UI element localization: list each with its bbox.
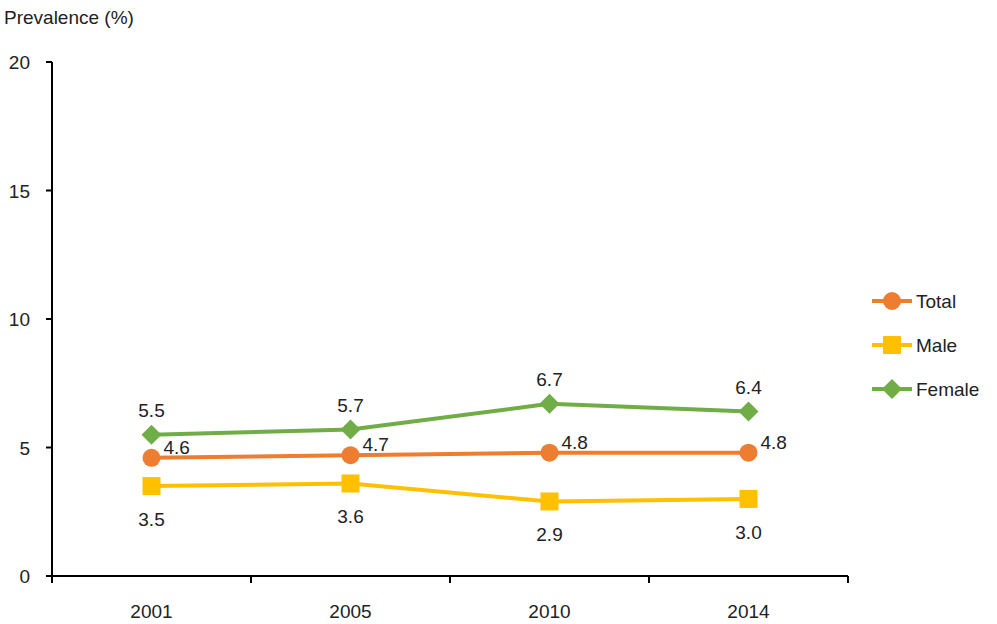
x-tick: [847, 576, 849, 583]
data-label: 5.5: [138, 400, 164, 421]
data-point: [143, 449, 161, 467]
data-point: [341, 420, 361, 440]
x-tick: [449, 576, 451, 583]
data-label: 2.9: [536, 524, 562, 545]
x-tick: [250, 576, 252, 583]
legend-label: Male: [916, 335, 957, 356]
series-line: [152, 483, 749, 501]
legend-marker: [883, 292, 901, 310]
data-label: 4.8: [761, 432, 787, 453]
data-point: [541, 444, 559, 462]
x-tick-label: 2005: [329, 601, 371, 622]
data-point: [740, 444, 758, 462]
y-tick: [46, 318, 52, 320]
x-tick-label: 2014: [727, 601, 770, 622]
series-line: [152, 453, 749, 458]
x-tick: [51, 576, 53, 583]
data-label: 6.4: [735, 377, 762, 398]
y-axis-title: Prevalence (%): [4, 7, 134, 28]
plot-area: [142, 394, 759, 511]
data-point: [342, 446, 360, 464]
data-label: 3.6: [337, 506, 363, 527]
legend-label: Female: [916, 379, 979, 400]
data-point: [740, 490, 758, 508]
x-tick-label: 2001: [130, 601, 172, 622]
data-point: [143, 477, 161, 495]
legend-label: Total: [916, 291, 956, 312]
y-tick: [46, 447, 52, 449]
data-label: 3.5: [138, 509, 164, 530]
data-label: 6.7: [536, 369, 562, 390]
series-line: [152, 404, 749, 435]
y-tick-label: 20: [9, 52, 30, 73]
data-label: 4.8: [562, 432, 588, 453]
y-tick: [46, 61, 52, 63]
legend-marker: [882, 379, 902, 399]
background: [0, 0, 997, 624]
legend: Total Male Female: [872, 291, 979, 400]
data-label: 5.7: [337, 395, 363, 416]
x-tick-label: 2010: [528, 601, 570, 622]
data-label: 4.6: [164, 437, 190, 458]
y-tick: [46, 190, 52, 192]
legend-marker: [883, 336, 901, 354]
data-label: 4.7: [363, 434, 389, 455]
data-point: [541, 492, 559, 510]
y-tick-label: 5: [19, 438, 30, 459]
data-label: 3.0: [735, 522, 761, 543]
data-point: [142, 425, 162, 445]
data-point: [739, 402, 759, 422]
x-tick: [648, 576, 650, 583]
y-tick-label: 10: [9, 309, 30, 330]
data-labels: 4.6 4.7 4.8 4.8 3.5 3.6 2.9 3.0 5.5 5.7 6.7 6.4: [138, 369, 787, 546]
chart: Prevalence (%) 0 5 10 15 20 2001 2005 2010 2014 4.…: [0, 0, 997, 624]
data-point: [540, 394, 560, 414]
data-point: [342, 474, 360, 492]
y-tick-label: 15: [9, 181, 30, 202]
y-tick-label: 0: [19, 566, 30, 587]
